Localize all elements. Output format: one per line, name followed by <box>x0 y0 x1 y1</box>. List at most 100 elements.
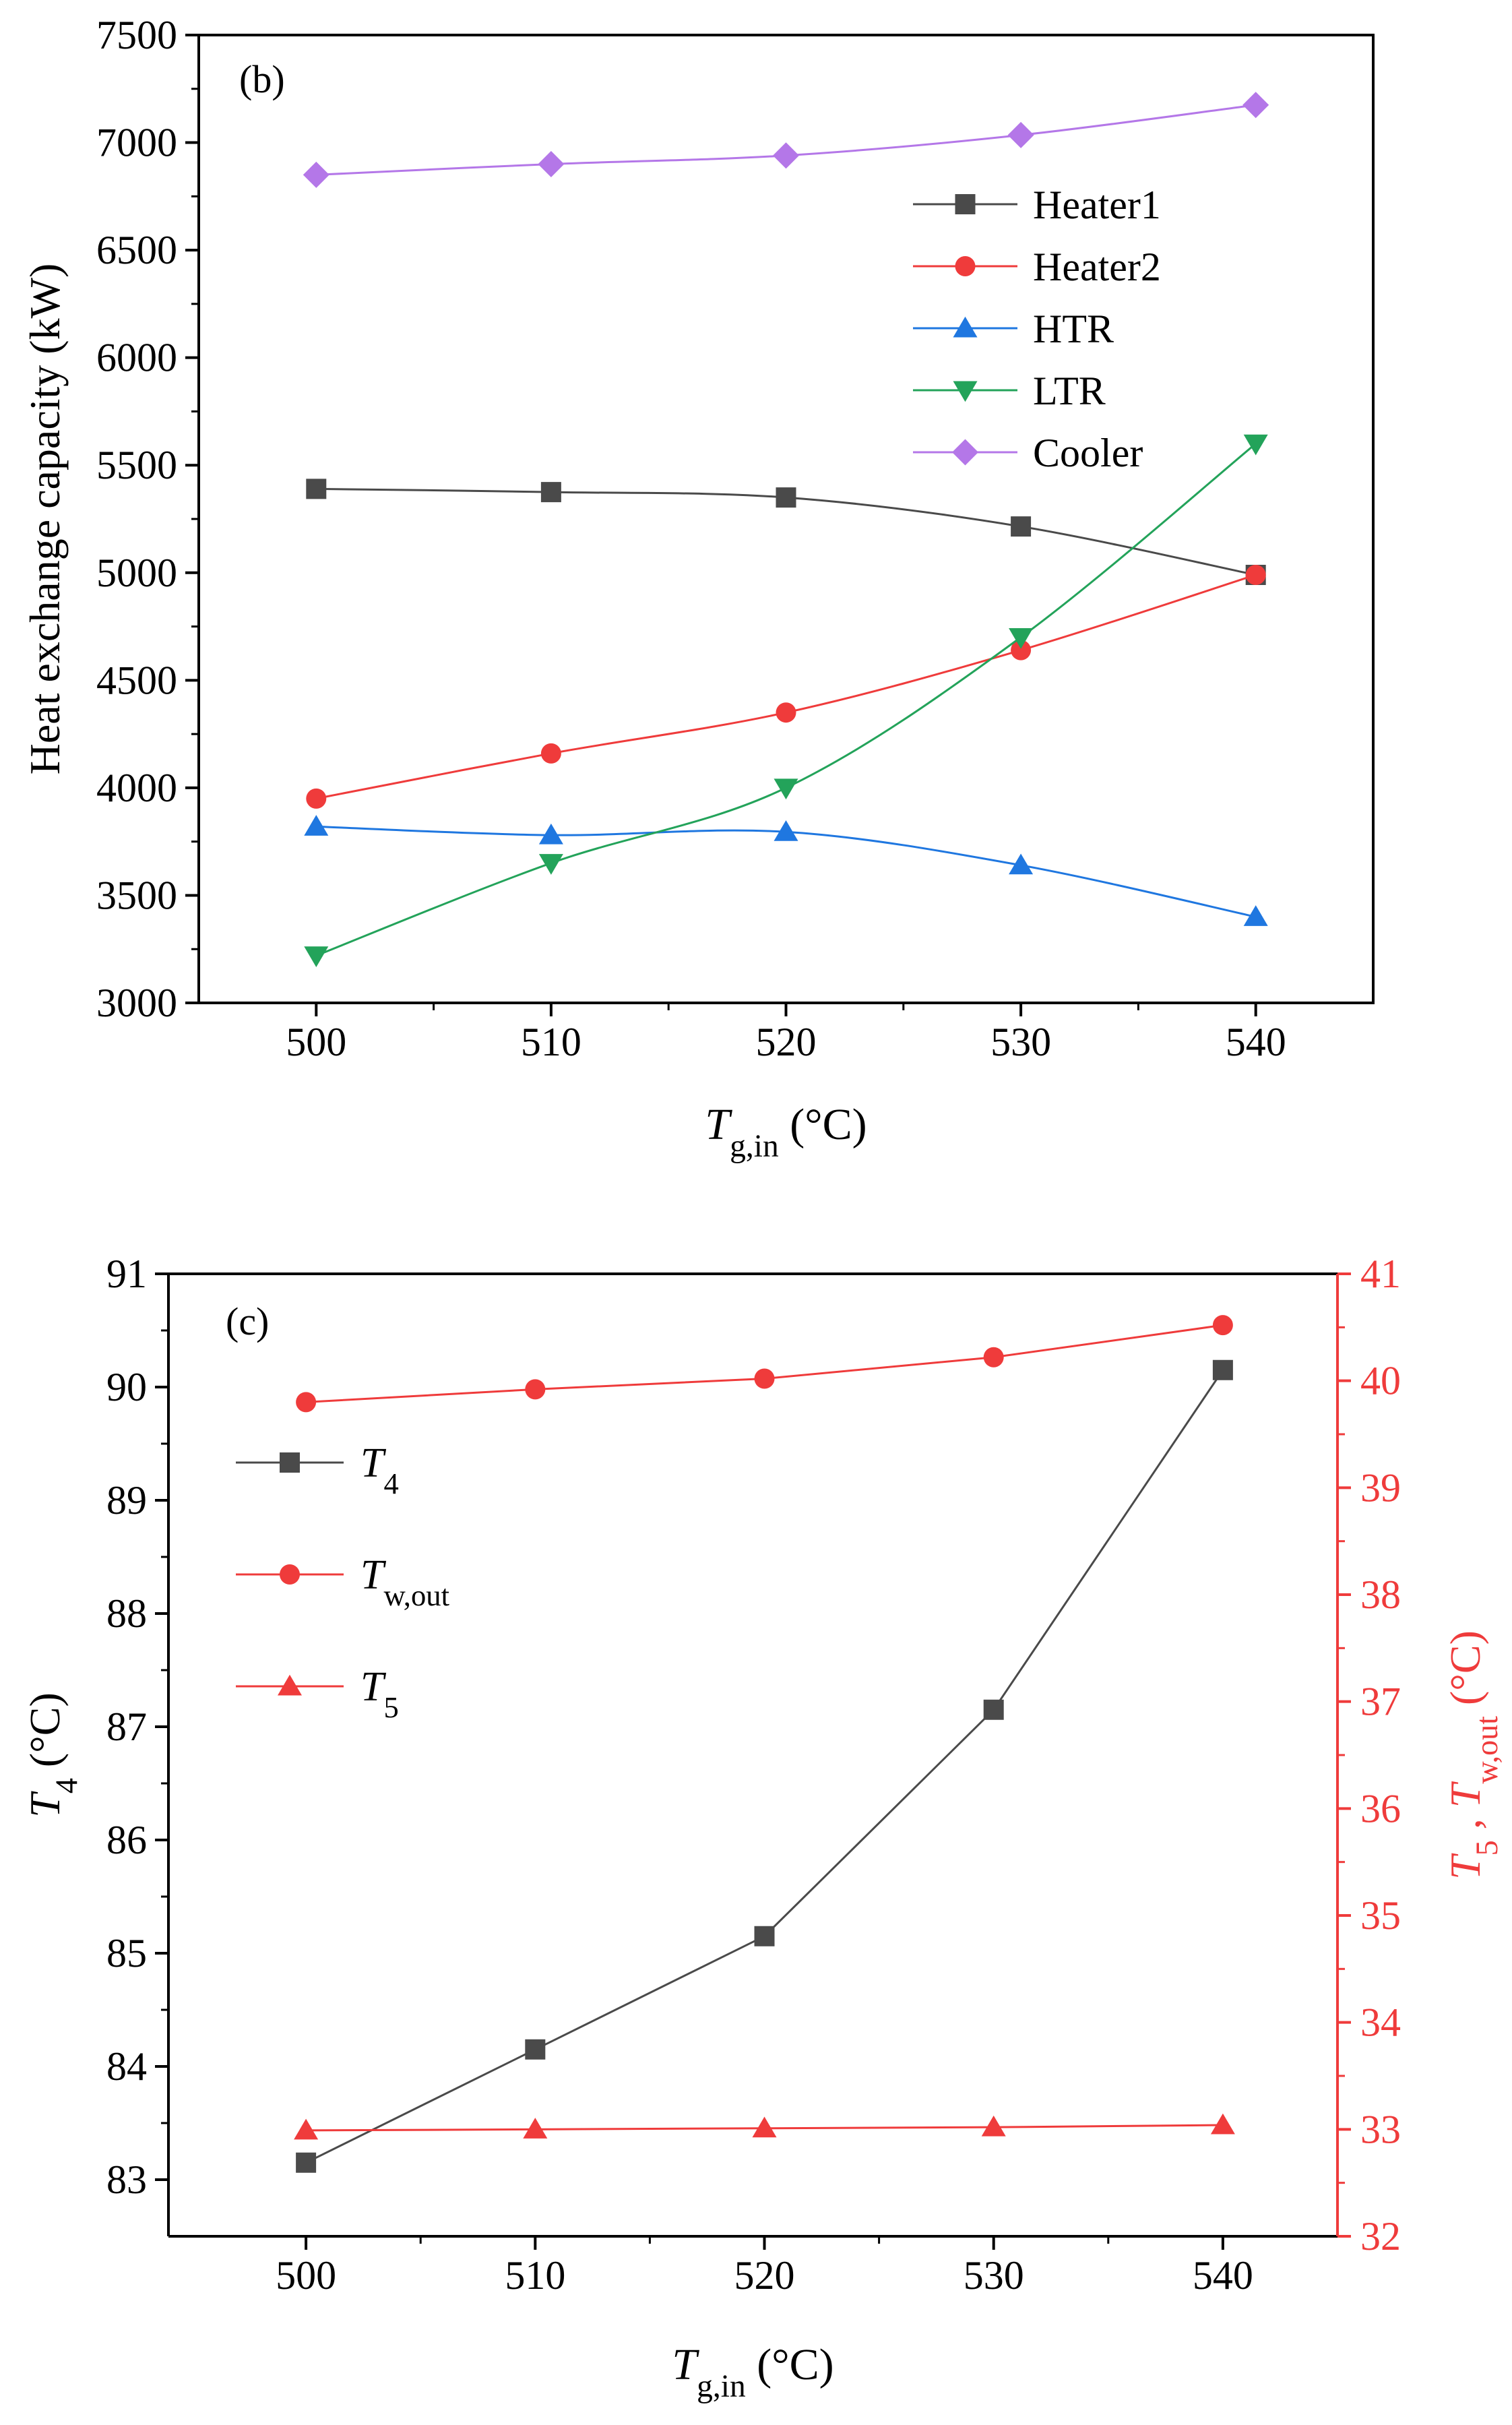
y-left-tick-label: 86 <box>106 1818 147 1862</box>
data-point-t-w-out <box>296 1392 317 1413</box>
data-point-heater2 <box>776 702 796 723</box>
data-point-t-4 <box>525 2039 546 2060</box>
data-point-t-5 <box>981 2115 1006 2137</box>
y-right-axis-label: T5 , Tw,out (°C) <box>1441 1630 1504 1880</box>
x-tick-label: 520 <box>734 2253 795 2298</box>
data-point-ltr <box>1009 628 1034 649</box>
x-tick-label: 540 <box>1193 2253 1253 2298</box>
data-point-htr <box>1243 905 1268 926</box>
data-point-cooler <box>538 150 565 177</box>
data-point-t-w-out <box>754 1368 775 1389</box>
legend-marker <box>280 1564 300 1585</box>
y-tick-label: 5000 <box>96 551 177 595</box>
y-right-tick-label: 41 <box>1360 1252 1401 1296</box>
y-left-axis-label: T4 (°C) <box>21 1692 84 1818</box>
y-left-tick-label: 83 <box>106 2157 147 2202</box>
data-point-t-5 <box>523 2118 548 2139</box>
x-tick-label: 500 <box>276 2253 336 2298</box>
y-tick-label: 4000 <box>96 766 177 810</box>
y-tick-label: 6500 <box>96 228 177 272</box>
data-point-t-4 <box>983 1699 1004 1720</box>
y-left-tick-label: 91 <box>106 1252 147 1296</box>
data-point-ltr <box>774 778 798 800</box>
data-point-htr <box>304 815 329 836</box>
y-right-tick-label: 37 <box>1360 1680 1401 1724</box>
plot-frame <box>197 34 1375 1004</box>
data-point-t-4 <box>1212 1359 1233 1380</box>
panel-label: (b) <box>239 57 285 101</box>
data-point-t-5 <box>294 2118 319 2140</box>
x-tick-label: 540 <box>1226 1020 1286 1064</box>
data-point-cooler <box>1242 92 1269 119</box>
data-point-ltr <box>304 946 329 968</box>
x-tick-label: 500 <box>286 1020 346 1064</box>
legend-label: Heater1 <box>1033 183 1161 227</box>
legend-label: Heater2 <box>1033 245 1161 289</box>
y-right-tick-label: 39 <box>1360 1465 1401 1510</box>
y-right-tick-label: 40 <box>1360 1359 1401 1403</box>
y-right-tick-label: 34 <box>1360 2000 1401 2045</box>
legend-label: T4 <box>360 1440 399 1500</box>
y-tick-label: 3000 <box>96 981 177 1025</box>
legend-label: HTR <box>1033 307 1114 351</box>
data-point-t-w-out <box>525 1379 546 1400</box>
data-point-cooler <box>773 142 799 169</box>
data-point-heater1 <box>1011 516 1032 537</box>
legend-marker <box>278 1674 302 1696</box>
y-right-tick-label: 35 <box>1360 1893 1401 1938</box>
data-point-cooler <box>303 161 329 188</box>
x-tick-label: 530 <box>964 2253 1024 2298</box>
x-axis-label: Tg,in (°C) <box>705 1100 867 1164</box>
data-point-t-4 <box>754 1926 775 1946</box>
data-point-heater1 <box>540 482 561 503</box>
y-tick-label: 4500 <box>96 658 177 702</box>
chart-c-temperatures: 500 510 520 530 540 83 84 85 86 87 88 89 90 91 32 33 34 3… <box>21 1252 1504 2404</box>
data-point-t-5 <box>1210 2113 1235 2135</box>
data-point-ltr <box>538 854 563 875</box>
legend-marker <box>953 381 978 402</box>
legend-label: Cooler <box>1033 431 1143 475</box>
legend-marker <box>953 316 978 338</box>
data-point-t-5 <box>752 2116 777 2138</box>
legend-marker <box>955 194 976 214</box>
y-tick-label: 7000 <box>96 121 177 165</box>
y-left-tick-label: 89 <box>106 1478 147 1523</box>
data-point-heater2 <box>1245 564 1266 585</box>
series-line-t-4 <box>305 1369 1224 2164</box>
legend-label: Tw,out <box>360 1552 450 1612</box>
legend-label: T5 <box>360 1664 399 1724</box>
y-left-tick-label: 85 <box>106 1931 147 1975</box>
y-right-tick-label: 36 <box>1360 1786 1401 1831</box>
legend-label: LTR <box>1033 369 1106 413</box>
data-point-htr <box>1009 853 1034 875</box>
data-point-heater1 <box>776 487 796 508</box>
data-point-heater1 <box>306 479 327 499</box>
series-line-ltr <box>315 443 1257 957</box>
y-tick-label: 3500 <box>96 873 177 917</box>
y-tick-label: 6000 <box>96 336 177 380</box>
data-point-t-4 <box>296 2152 317 2173</box>
y-tick-label: 7500 <box>96 13 177 57</box>
legend-marker <box>280 1452 300 1473</box>
data-point-heater2 <box>540 743 561 764</box>
y-left-tick-label: 88 <box>106 1591 147 1636</box>
x-tick-label: 530 <box>990 1020 1051 1064</box>
data-point-cooler <box>1007 121 1034 148</box>
y-tick-label: 5500 <box>96 443 177 487</box>
data-point-heater2 <box>1011 640 1032 661</box>
series-line-heater2 <box>316 574 1257 800</box>
data-point-t-w-out <box>983 1347 1004 1368</box>
y-left-tick-label: 90 <box>106 1365 147 1409</box>
y-right-tick-label: 33 <box>1360 2107 1401 2151</box>
x-tick-label: 510 <box>521 1020 581 1064</box>
y-axis-label: Heat exchange capacity (kW) <box>21 264 69 775</box>
legend-marker <box>952 439 978 466</box>
y-left-tick-label: 87 <box>106 1705 147 1749</box>
y-right-tick-label: 38 <box>1360 1572 1401 1617</box>
chart-b-heat-exchange-capacity: 500 510 520 530 540 3000 3500 4000 4500 5000 5500 6… <box>21 13 1375 1164</box>
data-point-ltr <box>1243 434 1268 456</box>
data-point-t-w-out <box>1212 1315 1233 1336</box>
data-point-heater2 <box>306 788 327 809</box>
x-axis-label: Tg,in (°C) <box>672 2340 833 2404</box>
